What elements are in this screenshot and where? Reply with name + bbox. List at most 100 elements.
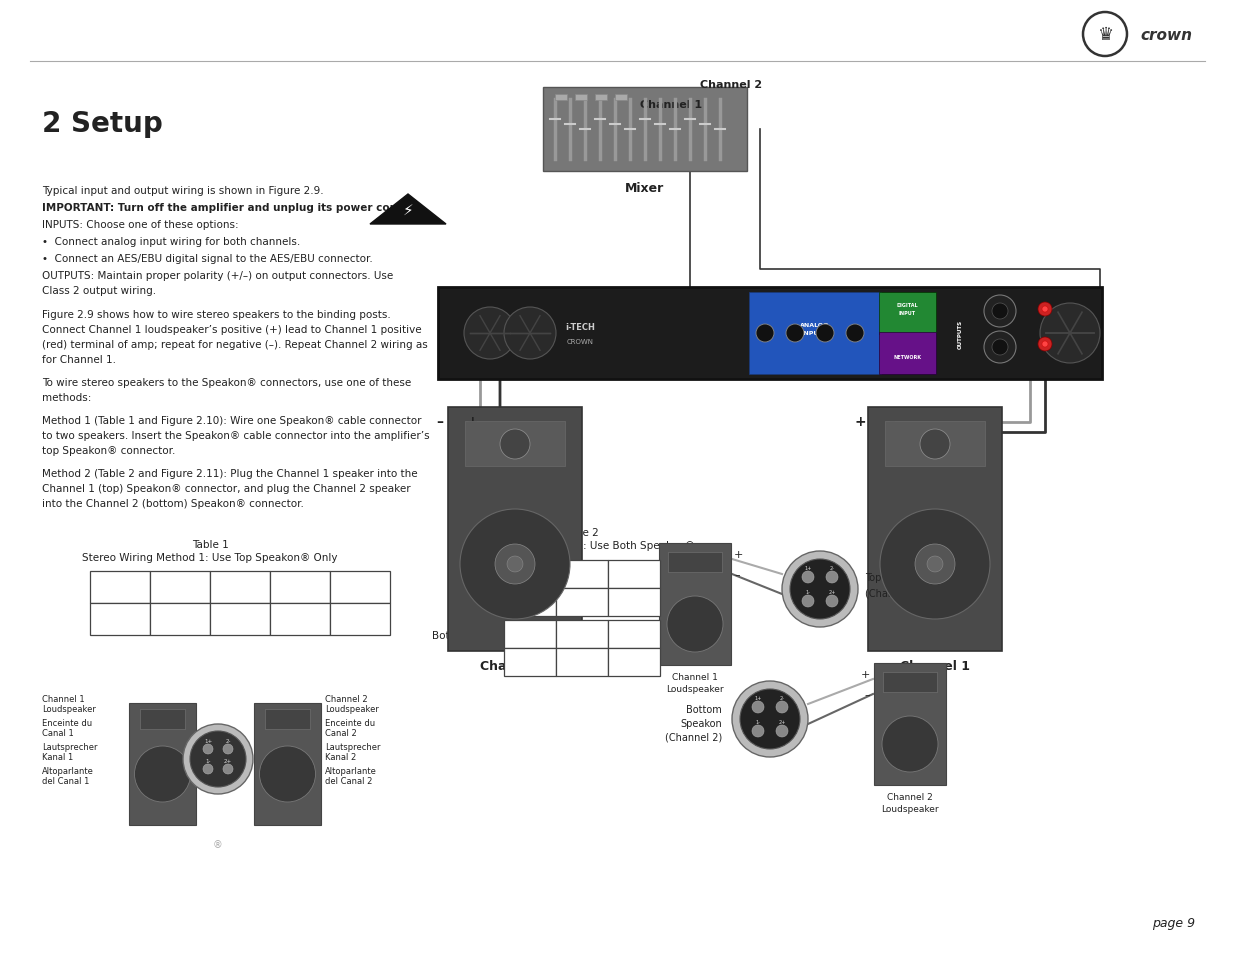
Text: 2–: 2–	[353, 613, 367, 626]
Text: 1–: 1–	[627, 568, 641, 581]
Circle shape	[756, 325, 774, 343]
Circle shape	[190, 731, 246, 787]
Circle shape	[782, 552, 858, 627]
Circle shape	[1042, 341, 1049, 348]
Text: 1–: 1–	[627, 628, 641, 640]
Text: PIN: PIN	[517, 568, 542, 581]
Text: Loudspeaker: Loudspeaker	[325, 704, 379, 713]
Bar	[330, 572, 390, 603]
Text: Channel 2: Channel 2	[480, 659, 550, 672]
Circle shape	[776, 701, 788, 713]
Text: Method 2 (Table 2 and Figure 2.11): Plug the Channel 1 speaker into the: Method 2 (Table 2 and Figure 2.11): Plug…	[42, 469, 417, 478]
Text: CH: CH	[110, 613, 130, 626]
Text: 2+: 2+	[290, 581, 309, 594]
Text: 2+: 2+	[290, 613, 309, 626]
Circle shape	[790, 559, 850, 619]
Circle shape	[183, 724, 253, 794]
Bar	[270, 603, 330, 636]
Text: (red) terminal of amp; repeat for negative (–). Repeat Channel 2 wiring as: (red) terminal of amp; repeat for negati…	[42, 339, 427, 350]
Circle shape	[846, 325, 864, 343]
Text: DIGITAL: DIGITAL	[897, 303, 918, 308]
Text: Top Speakon: Top Speakon	[864, 573, 926, 582]
Circle shape	[732, 681, 808, 758]
Text: to two speakers. Insert the Speakon® cable connector into the amplifier’s: to two speakers. Insert the Speakon® cab…	[42, 431, 430, 440]
Bar	[504, 560, 556, 588]
Text: Mixer: Mixer	[625, 182, 664, 194]
Text: ♛: ♛	[1097, 26, 1113, 44]
Text: Bottom: Bottom	[432, 630, 471, 640]
Text: PIN: PIN	[517, 628, 542, 640]
Text: Kanal 1: Kanal 1	[42, 752, 73, 761]
Text: Kanal 2: Kanal 2	[325, 752, 356, 761]
Text: +: +	[734, 550, 743, 559]
FancyBboxPatch shape	[254, 703, 321, 825]
Text: Loudspeaker: Loudspeaker	[42, 704, 96, 713]
Bar	[466, 421, 564, 467]
Text: +: +	[855, 415, 866, 429]
Text: INPUTS: INPUTS	[802, 331, 829, 336]
Polygon shape	[370, 194, 446, 225]
Circle shape	[495, 544, 535, 584]
Text: Connect Channel 1 loudspeaker’s positive (+) lead to Channel 1 positive: Connect Channel 1 loudspeaker’s positive…	[42, 325, 421, 335]
Circle shape	[984, 332, 1016, 364]
FancyBboxPatch shape	[128, 703, 196, 825]
Circle shape	[802, 596, 814, 607]
Text: 2+: 2+	[573, 656, 592, 669]
Text: 2-: 2-	[225, 739, 231, 743]
Circle shape	[1042, 307, 1049, 313]
Text: 2–: 2–	[627, 656, 641, 669]
Text: Loudspeaker: Loudspeaker	[666, 684, 724, 693]
Text: OUTPUTS: Maintain proper polarity (+/–) on output connectors. Use: OUTPUTS: Maintain proper polarity (+/–) …	[42, 271, 393, 281]
Text: Lautsprecher: Lautsprecher	[42, 742, 98, 751]
Circle shape	[776, 725, 788, 738]
Circle shape	[920, 430, 950, 459]
Circle shape	[135, 746, 190, 802]
Bar	[576, 95, 587, 101]
Circle shape	[826, 596, 839, 607]
Circle shape	[881, 510, 990, 619]
Text: 2-: 2-	[779, 696, 784, 700]
Text: •  Connect analog input wiring for both channels.: • Connect analog input wiring for both c…	[42, 236, 300, 247]
Text: Channel 1: Channel 1	[640, 100, 703, 110]
Bar	[556, 560, 608, 588]
Circle shape	[1040, 304, 1100, 364]
Bar	[615, 95, 627, 101]
Bar	[266, 709, 310, 729]
Bar	[504, 620, 556, 648]
Text: 1–: 1–	[233, 613, 247, 626]
Text: Channel 2: Channel 2	[887, 792, 932, 801]
Circle shape	[802, 572, 814, 583]
Text: +: +	[199, 740, 209, 749]
Text: Class 2 output wiring.: Class 2 output wiring.	[42, 286, 156, 295]
Text: Figure 2.9 shows how to wire stereo speakers to the binding posts.: Figure 2.9 shows how to wire stereo spea…	[42, 310, 390, 319]
Text: 2+: 2+	[224, 759, 232, 763]
Text: –: –	[243, 740, 249, 749]
Circle shape	[992, 304, 1008, 319]
FancyBboxPatch shape	[448, 408, 582, 651]
Bar	[608, 588, 659, 617]
Text: Channel 1: Channel 1	[42, 695, 85, 703]
Text: Channel 1: Channel 1	[900, 659, 969, 672]
Bar	[90, 572, 149, 603]
Bar	[149, 603, 210, 636]
FancyBboxPatch shape	[874, 663, 946, 785]
Text: CH: CH	[520, 656, 540, 669]
Text: top Speakon® connector.: top Speakon® connector.	[42, 446, 175, 456]
Circle shape	[500, 430, 530, 459]
FancyBboxPatch shape	[438, 288, 1102, 379]
FancyBboxPatch shape	[659, 543, 731, 665]
Text: Canal 1: Canal 1	[42, 728, 74, 738]
Text: del Canal 1: del Canal 1	[42, 776, 89, 785]
Text: 2–: 2–	[353, 581, 367, 594]
Circle shape	[224, 764, 233, 774]
Circle shape	[203, 764, 212, 774]
Text: INPUTS: Choose one of these options:: INPUTS: Choose one of these options:	[42, 220, 238, 230]
FancyBboxPatch shape	[879, 293, 936, 335]
Text: –: –	[436, 415, 443, 429]
Text: IMPORTANT: Turn off the amplifier and unplug its power cord.: IMPORTANT: Turn off the amplifier and un…	[42, 203, 406, 213]
Text: del Canal 2: del Canal 2	[325, 776, 373, 785]
Text: To wire stereo speakers to the Speakon® connectors, use one of these: To wire stereo speakers to the Speakon® …	[42, 377, 411, 388]
Text: 1-: 1-	[805, 590, 810, 595]
Circle shape	[1037, 303, 1052, 316]
Text: 2-: 2-	[830, 566, 835, 571]
